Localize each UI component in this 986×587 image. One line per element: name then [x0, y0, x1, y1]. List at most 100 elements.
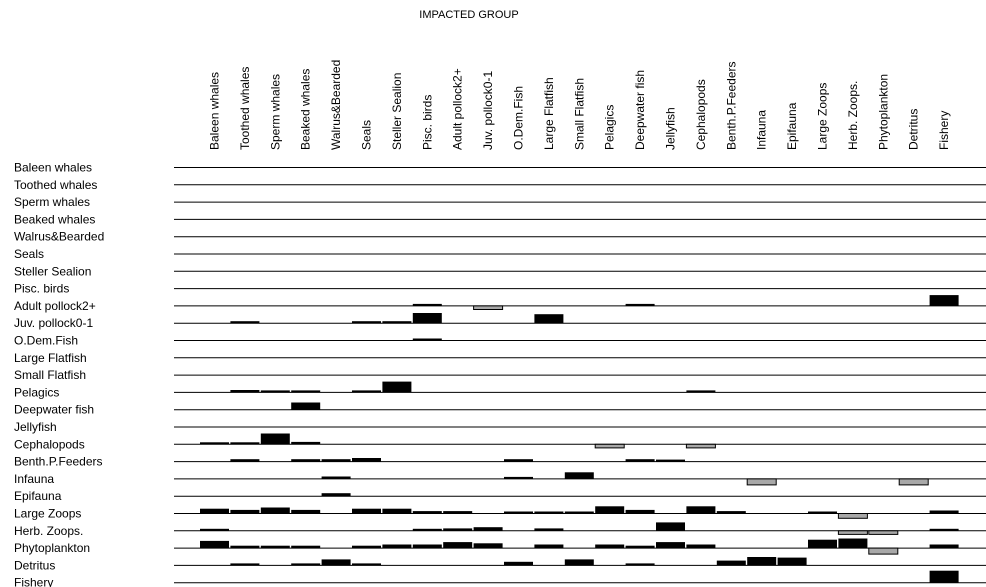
column-label: Adult pollock2+ — [451, 68, 465, 150]
column-label: Infauna — [755, 110, 769, 150]
row-labels: Baleen whales Toothed whales Sperm whales B… — [14, 161, 104, 587]
impact-bar — [200, 442, 229, 445]
impact-bar — [504, 476, 533, 479]
impact-bar — [382, 321, 412, 324]
column-label: Herb. Zoops. — [846, 81, 860, 150]
impact-bar — [625, 545, 655, 549]
column-label: Cephalopods — [694, 79, 708, 150]
row-label: Juv. pollock0-1 — [14, 316, 93, 330]
row-label: Detritus — [14, 558, 55, 572]
impact-bar — [686, 390, 716, 393]
column-label: Jellyfish — [664, 107, 678, 150]
row-label: Herb. Zoops. — [14, 524, 83, 538]
column-label: Detritus — [907, 109, 921, 150]
row-label: Cephalopods — [14, 437, 85, 451]
impact-bars — [200, 295, 959, 583]
impact-bar — [321, 476, 351, 479]
impact-bar — [716, 511, 746, 514]
impact-bar — [534, 511, 564, 514]
row-label: Pelagics — [14, 385, 59, 399]
row-label: Fishery — [14, 576, 53, 587]
impact-bar — [382, 381, 412, 393]
row-label: Jellyfish — [14, 420, 57, 434]
impact-bar — [716, 560, 746, 566]
column-label: Toothed whales — [238, 67, 252, 150]
impact-bar — [291, 390, 321, 393]
impact-bar — [686, 544, 716, 549]
column-label: Beaked whales — [299, 69, 313, 150]
row-label: Sperm whales — [14, 195, 90, 209]
impact-bar — [656, 459, 685, 462]
impact-bar — [777, 557, 807, 566]
column-label: Juv. pollock0-1 — [481, 71, 495, 150]
column-labels: Baleen whales Toothed whales Sperm whales B… — [208, 60, 952, 150]
impact-bar — [564, 559, 594, 566]
row-label: Adult pollock2+ — [14, 299, 96, 313]
impact-bar — [685, 443, 716, 449]
impact-bar — [808, 539, 837, 549]
impact-bar — [200, 528, 229, 531]
impact-bar — [412, 528, 442, 531]
impact-bar — [291, 563, 321, 566]
impact-bar — [594, 443, 625, 449]
impact-bar — [321, 559, 351, 566]
impact-bar — [230, 321, 260, 324]
row-label: Large Flatfish — [14, 351, 87, 365]
impact-bar — [412, 303, 442, 306]
row-label: Infauna — [14, 472, 54, 486]
row-label: O.Dem.Fish — [14, 334, 78, 348]
impact-bar — [564, 511, 594, 514]
impact-bar — [656, 542, 685, 549]
column-label: O.Dem.Fish — [512, 86, 526, 150]
impact-bar — [230, 442, 260, 445]
impact-bar — [929, 544, 959, 549]
impact-bar — [625, 459, 655, 462]
impact-bar — [625, 563, 655, 566]
impact-bar — [291, 402, 321, 410]
column-label: Fishery — [937, 111, 951, 150]
impact-bar — [352, 390, 381, 393]
impact-bar — [595, 544, 625, 549]
impact-bar — [382, 544, 412, 549]
impact-bar — [412, 544, 442, 549]
impact-bar — [473, 527, 503, 531]
impact-bar — [412, 338, 442, 341]
impact-bar — [504, 459, 533, 462]
impact-bar — [291, 545, 321, 549]
impact-bar — [534, 528, 564, 531]
row-label: Toothed whales — [14, 178, 97, 192]
impact-bar — [412, 313, 442, 324]
impact-bar — [352, 508, 381, 514]
impact-bar — [260, 545, 290, 549]
row-label: Epifauna — [14, 489, 62, 503]
impact-bar — [504, 561, 533, 566]
impact-bar — [352, 321, 381, 324]
impact-bar — [929, 510, 959, 514]
column-label: Benth.P.Feeders — [724, 61, 738, 150]
column-label: Seals — [360, 120, 374, 150]
impact-bar — [291, 509, 321, 514]
column-label: Small Flatfish — [572, 78, 586, 150]
impact-bar — [321, 493, 351, 497]
impact-bar — [746, 478, 777, 486]
impact-bar — [382, 508, 412, 514]
row-label: Phytoplankton — [14, 541, 90, 555]
impact-bar — [200, 540, 229, 549]
column-label: Baleen whales — [208, 72, 222, 150]
impact-bar — [625, 509, 655, 514]
impact-bar — [230, 459, 260, 462]
impact-bar — [443, 528, 473, 531]
row-label: Large Zoops — [14, 507, 81, 521]
impact-bar — [352, 563, 381, 566]
impact-bar — [838, 538, 868, 549]
impact-bar — [443, 542, 473, 549]
impact-bar — [656, 522, 685, 531]
row-label: Beaked whales — [14, 212, 95, 226]
column-label: Pelagics — [603, 105, 617, 150]
impact-bar — [291, 459, 321, 462]
row-label: Walrus&Bearded — [14, 230, 104, 244]
row-label: Small Flatfish — [14, 368, 86, 382]
chart-title: IMPACTED GROUP — [419, 9, 518, 21]
column-label: Walrus&Bearded — [329, 60, 343, 150]
column-label: Pisc. birds — [420, 95, 434, 150]
